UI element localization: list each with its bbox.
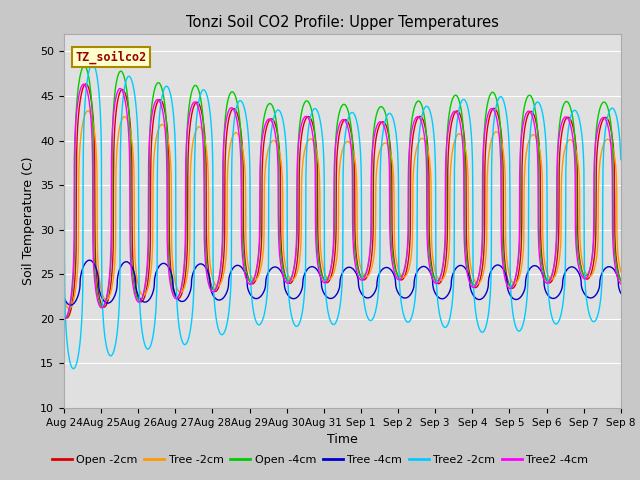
Text: TZ_soilco2: TZ_soilco2 [75, 50, 147, 64]
X-axis label: Time: Time [327, 433, 358, 446]
Y-axis label: Soil Temperature (C): Soil Temperature (C) [22, 156, 35, 285]
Title: Tonzi Soil CO2 Profile: Upper Temperatures: Tonzi Soil CO2 Profile: Upper Temperatur… [186, 15, 499, 30]
Legend: Open -2cm, Tree -2cm, Open -4cm, Tree -4cm, Tree2 -2cm, Tree2 -4cm: Open -2cm, Tree -2cm, Open -4cm, Tree -4… [47, 451, 593, 469]
